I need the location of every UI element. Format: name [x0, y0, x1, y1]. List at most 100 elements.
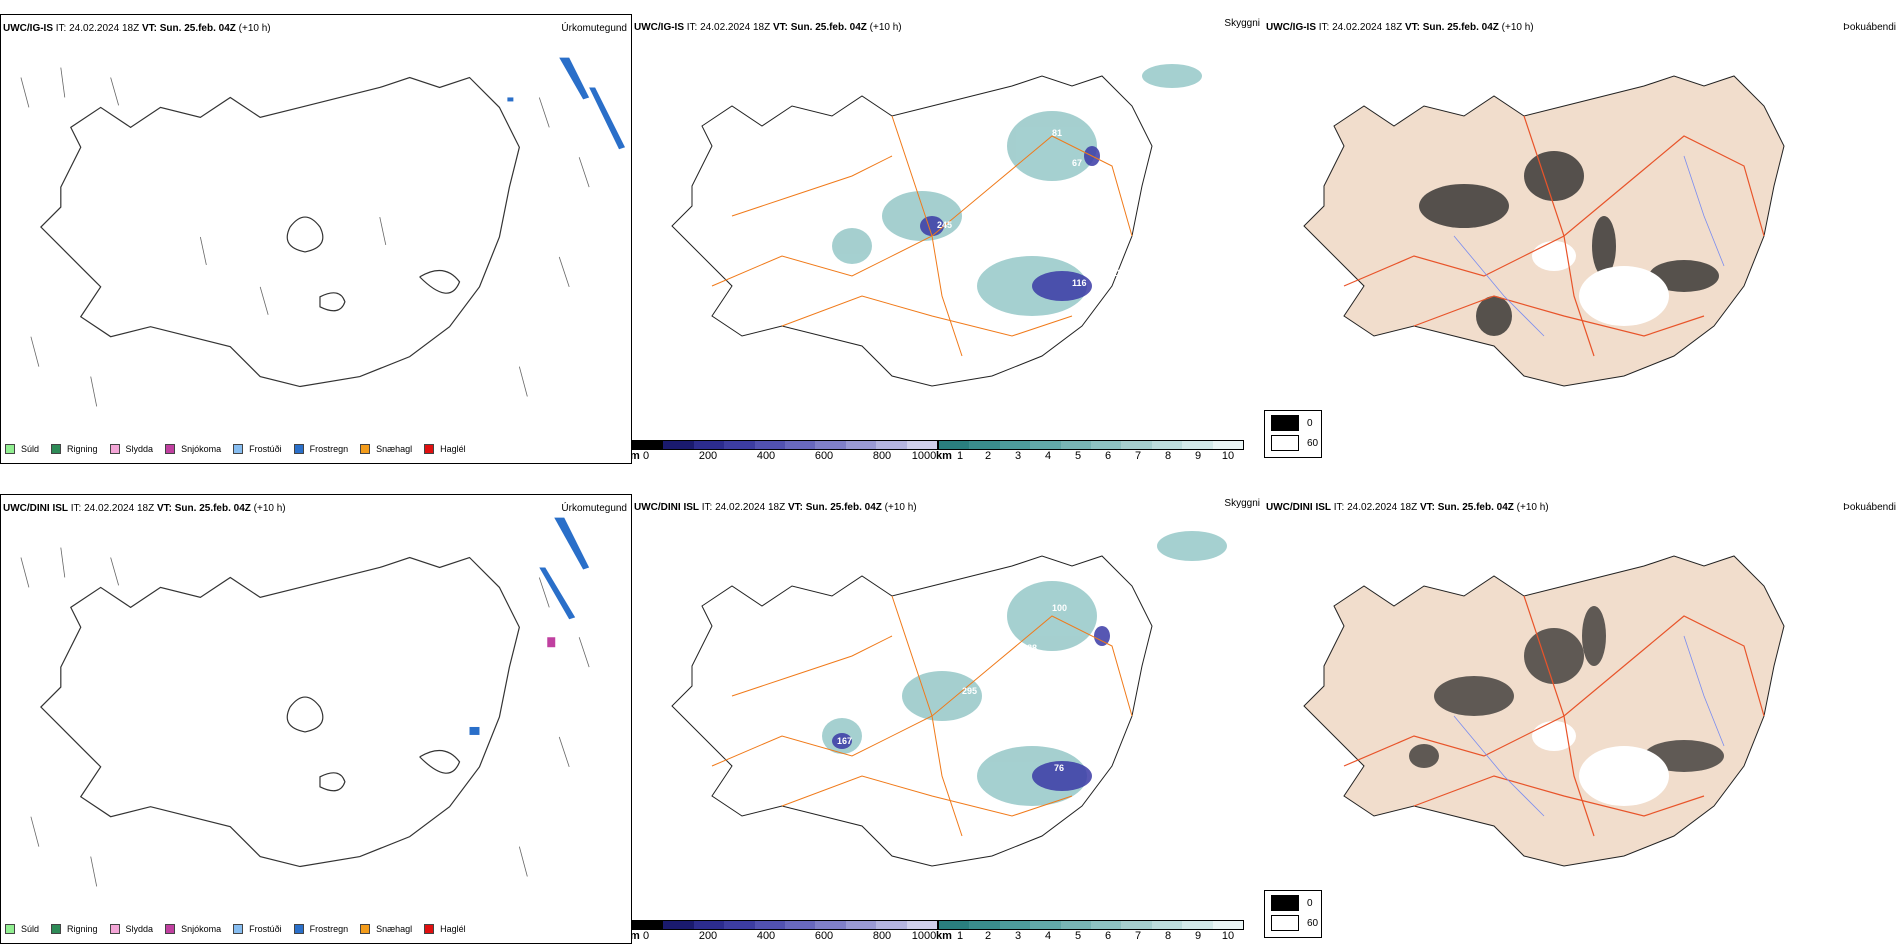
tick-label: 0	[642, 450, 650, 462]
ceiling-label: 53	[894, 158, 904, 168]
ceiling-label: 100	[1052, 603, 1067, 613]
tick-label: 800	[872, 450, 892, 462]
visibility-colorbar: 1 2 3 4 5 6 7 8 9 10 km	[936, 920, 1244, 942]
visibility-unit: km	[936, 930, 952, 942]
ceiling-label: 65	[1072, 208, 1082, 218]
legend-item: Rigning	[51, 439, 98, 459]
ceiling-label: 42	[1122, 148, 1132, 158]
tick-label: 1	[956, 930, 964, 942]
legend-swatch	[293, 924, 304, 934]
tick-label: 1	[956, 450, 964, 462]
iceland-wind-map	[20, 57, 626, 407]
ceiling-label: 77	[1017, 713, 1027, 723]
legend-item: Snjókoma	[165, 919, 221, 939]
fog-legend-item: 60	[1271, 435, 1318, 451]
tick-label: 200	[698, 930, 718, 942]
tick-label: 10	[1221, 930, 1235, 942]
ceiling-label: 118	[1096, 758, 1111, 768]
iceland-fog-map	[1303, 75, 1785, 387]
legend-item: Súld	[5, 919, 39, 939]
ceiling-visibility-panel-top: UWC/IG-IS IT: 24.02.2024 18Z VT: Sun. 25…	[632, 14, 1264, 464]
legend-item: Frostúði	[233, 919, 282, 939]
legend-swatch	[360, 924, 371, 934]
fog-legend: 0 60	[1264, 410, 1322, 458]
legend-item: Rigning	[51, 919, 98, 939]
legend-item: Frostúði	[233, 439, 282, 459]
legend-swatch	[109, 444, 120, 454]
tick-label: 200	[698, 450, 718, 462]
legend-item: Frostregn	[293, 919, 348, 939]
tick-label: 2	[984, 450, 992, 462]
ceiling-label: 295	[962, 686, 977, 696]
legend-item: Haglél	[424, 919, 466, 939]
ceiling-label: 81	[1052, 128, 1062, 138]
tick-label: 400	[756, 450, 776, 462]
tick-label: 400	[756, 930, 776, 942]
legend-swatch	[1271, 895, 1299, 911]
panel-type-label: Þokuábendi	[1843, 22, 1896, 33]
iceland-fog-map	[1303, 555, 1785, 867]
fog-legend-item: 0	[1271, 895, 1313, 911]
ceiling-label: 104	[962, 248, 977, 258]
tick-label: 3	[1014, 930, 1022, 942]
panel-type-label: Skyggni	[1224, 18, 1260, 29]
legend-swatch	[1271, 415, 1299, 431]
legend-swatch	[5, 924, 15, 934]
visibility-unit: km	[936, 450, 952, 462]
tick-label: 2	[984, 930, 992, 942]
legend-item: Snæhagl	[360, 439, 412, 459]
tick-label: 5	[1074, 450, 1082, 462]
tick-label: 4	[1044, 930, 1052, 942]
precip-type-legend: Súld Rigning Slydda Snjókoma Frostúði Fr…	[5, 919, 478, 939]
tick-label: 9	[1194, 450, 1202, 462]
tick-label: 5	[1074, 930, 1082, 942]
visibility-colorbar-strip	[938, 440, 1244, 450]
panel-title: UWC/DINI ISL IT: 24.02.2024 18Z VT: Sun.…	[634, 502, 917, 513]
legend-swatch	[233, 444, 244, 454]
precip-type-panel-top: UWC/IG-IS IT: 24.02.2024 18Z VT: Sun. 25…	[0, 14, 632, 464]
panel-type-label: Úrkomutegund	[561, 23, 627, 34]
legend-item: Haglél	[424, 439, 466, 459]
ceiling-label: 90	[977, 723, 987, 733]
tick-label: 1000	[911, 930, 937, 942]
visibility-colorbar: 1 2 3 4 5 6 7 8 9 10 km	[936, 440, 1244, 462]
legend-item: Slydda	[109, 919, 153, 939]
ceiling-label: 22	[1127, 628, 1137, 638]
tick-label: 4	[1044, 450, 1052, 462]
legend-item: Slydda	[109, 439, 153, 459]
tick-label: 3	[1014, 450, 1022, 462]
tick-label: 0	[642, 930, 650, 942]
precip-type-legend: Súld Rigning Slydda Snjókoma Frostúði Fr…	[5, 439, 478, 459]
legend-swatch	[233, 924, 244, 934]
ceiling-label: 119	[1027, 680, 1042, 690]
panel-type-label: Þokuábendi	[1843, 502, 1896, 513]
legend-swatch	[51, 444, 62, 454]
ceiling-label: 127	[1112, 268, 1127, 278]
ceiling-label: 88	[1027, 643, 1037, 653]
visibility-colorbar-strip	[938, 920, 1244, 930]
tick-label: 10	[1221, 450, 1235, 462]
tick-label: 6	[1104, 450, 1112, 462]
tick-label: 8	[1164, 450, 1172, 462]
legend-item: Súld	[5, 439, 39, 459]
precip-type-panel-bottom: UWC/DINI ISL IT: 24.02.2024 18Z VT: Sun.…	[0, 494, 632, 944]
legend-swatch	[424, 444, 435, 454]
iceland-wind-map	[20, 517, 590, 887]
ceiling-colorbar-strip	[632, 440, 938, 450]
tick-label: 7	[1134, 930, 1142, 942]
tick-label: 600	[814, 930, 834, 942]
legend-swatch	[109, 924, 120, 934]
fog-legend-item: 60	[1271, 915, 1318, 931]
tick-label: 9	[1194, 930, 1202, 942]
legend-swatch	[51, 924, 62, 934]
fog-legend-item: 0	[1271, 415, 1313, 431]
legend-swatch	[293, 444, 304, 454]
panel-title: UWC/DINI ISL IT: 24.02.2024 18Z VT: Sun.…	[1266, 502, 1549, 513]
panel-type-label: Úrkomutegund	[561, 503, 627, 514]
legend-swatch	[165, 924, 176, 934]
ceiling-unit: m	[632, 930, 640, 942]
tick-label: 1000	[911, 450, 937, 462]
iceland-visibility-map: 245 104 53 70 81 67 42 116 127 22 65	[671, 64, 1202, 387]
legend-swatch	[5, 444, 15, 454]
ceiling-unit: m	[632, 450, 640, 462]
